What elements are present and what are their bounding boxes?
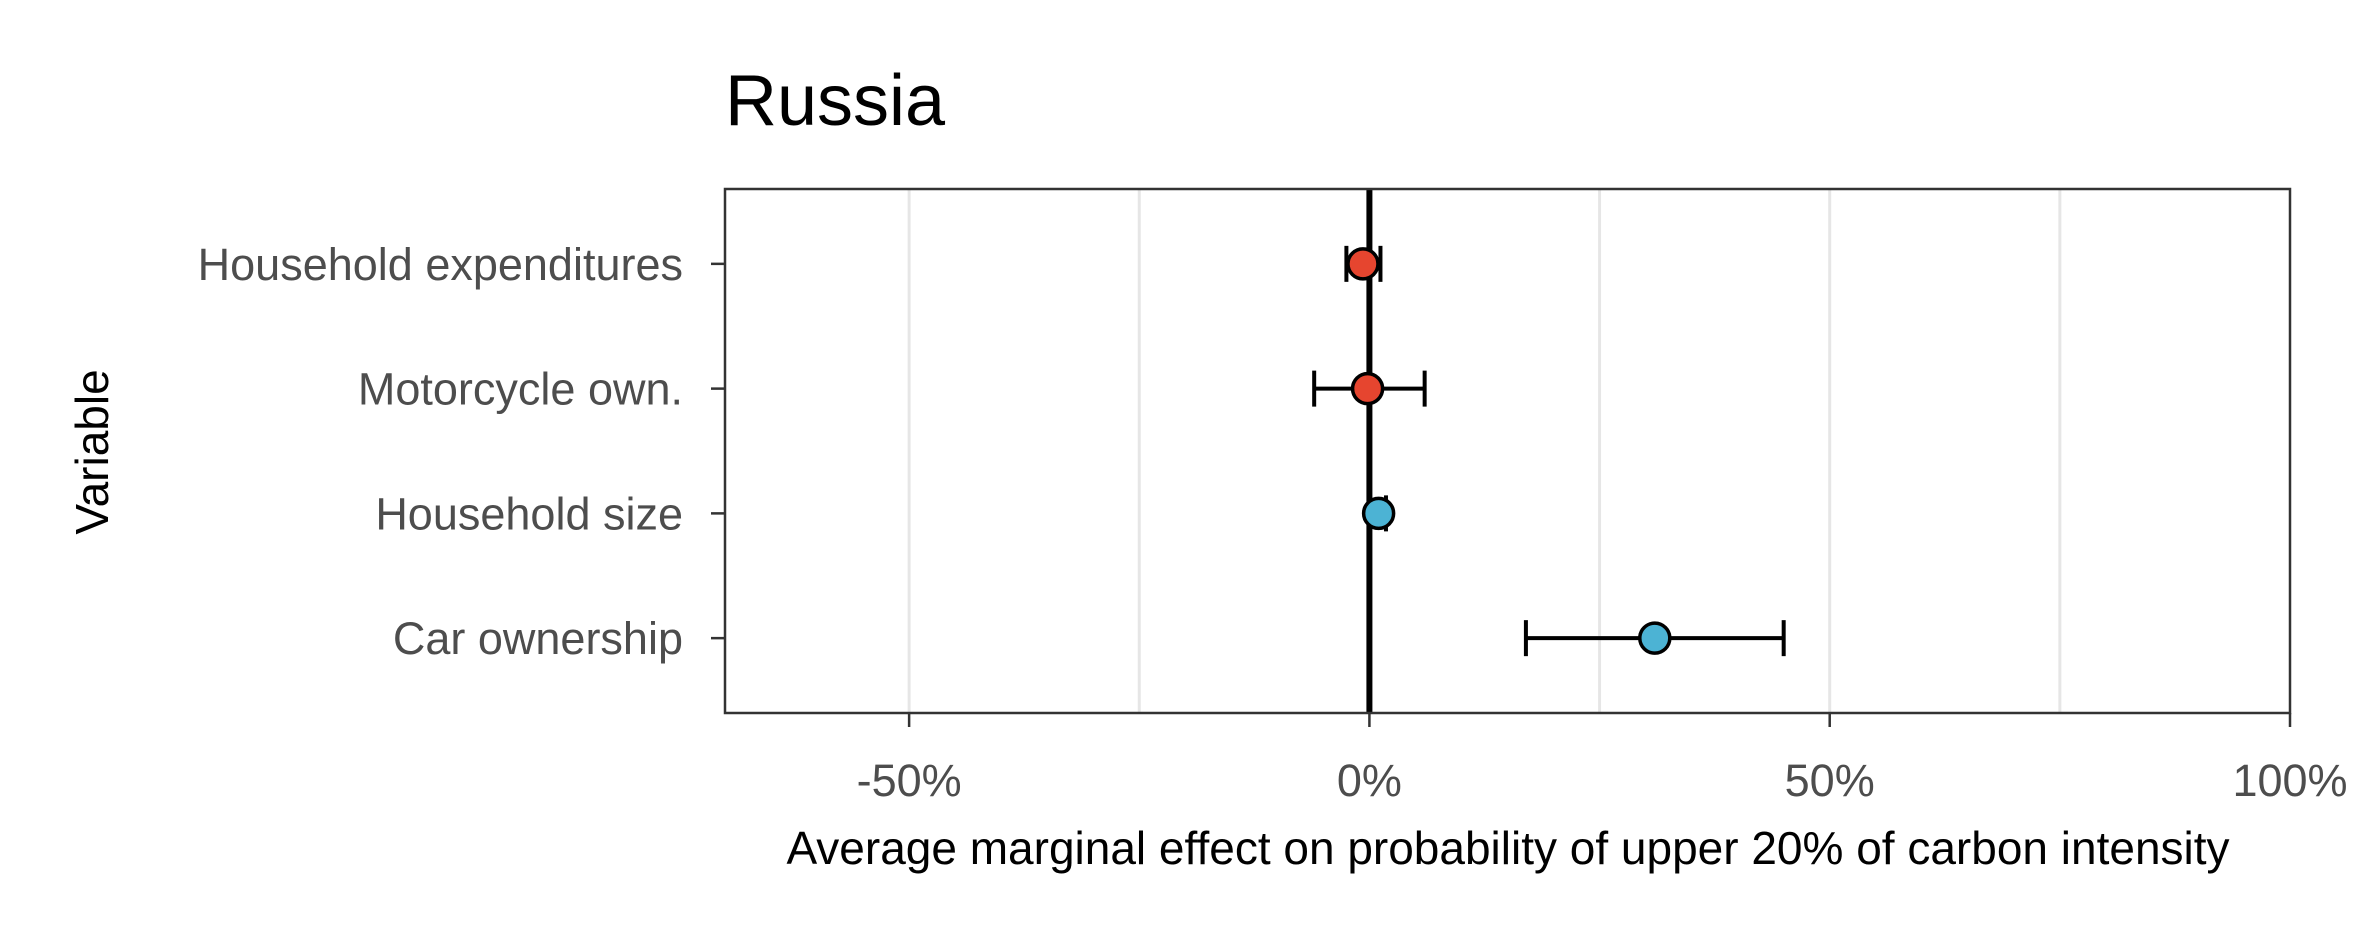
chart-title: Russia (725, 61, 946, 141)
x-tick-label: -50% (857, 755, 962, 806)
point-estimates (1346, 247, 1672, 655)
point-estimate (1638, 621, 1672, 655)
y-tick-label: Motorcycle own. (358, 364, 683, 415)
x-tick-label: 0% (1337, 755, 1402, 806)
y-tick-label: Household expenditures (198, 239, 683, 290)
plot-panel-frame (723, 187, 2292, 715)
point-estimate (1361, 496, 1396, 531)
x-axis-ticks: -50% 0% 50% 100% (857, 713, 2348, 806)
y-axis-ticks: Household expenditures Motorcycle own. Hou… (198, 239, 725, 664)
y-tick-label: Car ownership (393, 613, 683, 664)
y-tick-label: Household size (375, 488, 683, 539)
point-estimate (1350, 371, 1385, 406)
panel-border (723, 187, 2292, 715)
error-bars (1312, 245, 1786, 657)
grid-lines (907, 189, 2062, 713)
y-axis-title: Variable (66, 369, 118, 534)
x-tick-label: 100% (2232, 755, 2347, 806)
x-axis-title: Average marginal effect on probability o… (786, 822, 2229, 874)
point-estimate (1346, 247, 1380, 281)
x-tick-label: 50% (1785, 755, 1875, 806)
